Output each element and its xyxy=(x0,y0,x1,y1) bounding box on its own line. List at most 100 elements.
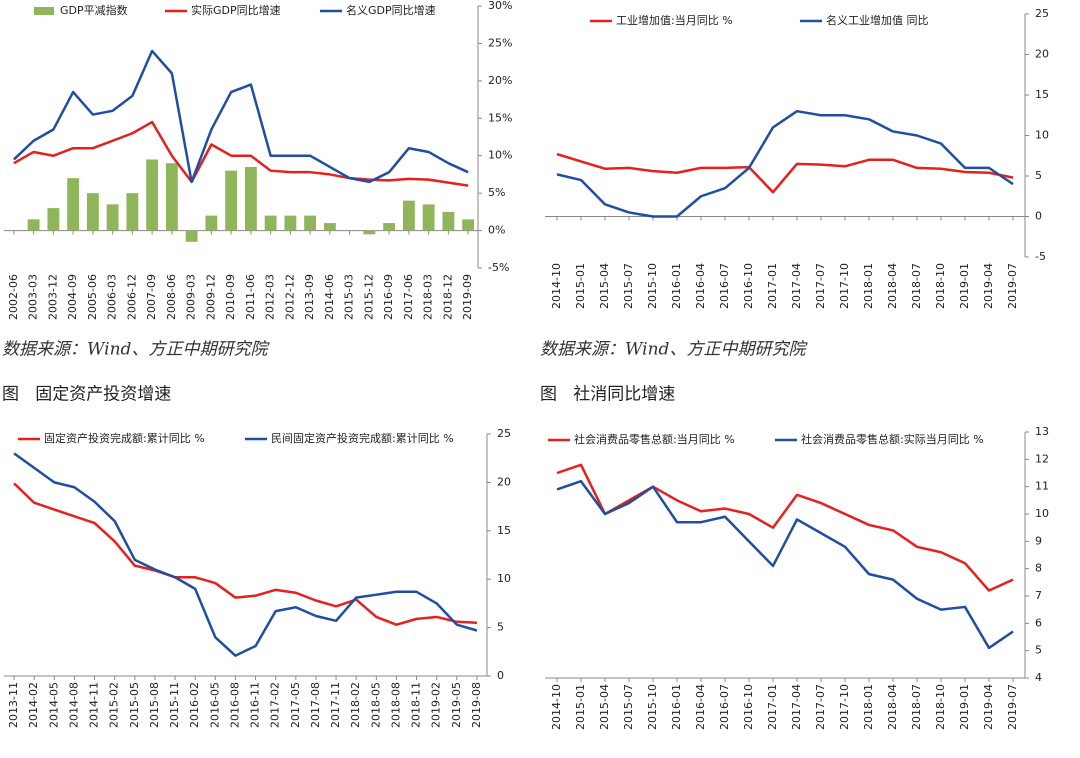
x-tick-label: 2013-11 xyxy=(7,682,20,728)
bar xyxy=(47,208,60,231)
y-tick-label: 8 xyxy=(1035,562,1042,575)
x-tick-label: 2014-08 xyxy=(67,682,80,728)
x-tick-label: 2012-12 xyxy=(283,274,296,320)
y-tick-label: 15% xyxy=(488,111,512,124)
x-tick-label: 2015-04 xyxy=(598,263,611,309)
line-series xyxy=(13,120,469,187)
bar xyxy=(244,166,257,231)
legend-label: 民间固定资产投资完成额:累计同比 % xyxy=(271,431,454,445)
x-tick-label: 2017-04 xyxy=(790,263,803,309)
bar xyxy=(185,230,198,242)
y-tick-label: 5 xyxy=(497,621,504,634)
bar xyxy=(383,223,396,231)
bar xyxy=(146,159,159,231)
x-tick-label: 2016-10 xyxy=(742,263,755,309)
line-series xyxy=(556,152,1014,194)
x-tick-label: 2016-09 xyxy=(382,274,395,320)
x-tick-label: 2003-12 xyxy=(46,274,59,320)
x-tick-label: 2017-05 xyxy=(289,682,302,728)
y-tick-label: 6 xyxy=(1035,616,1042,629)
x-tick-label: 2014-11 xyxy=(88,682,101,728)
figure-caption: 图 固定资产投资增速 xyxy=(2,385,171,405)
x-tick-label: 2006-03 xyxy=(106,274,119,320)
x-tick-label: 2016-04 xyxy=(694,263,707,309)
x-tick-label: 2014-05 xyxy=(47,682,60,728)
x-tick-label: 2017-04 xyxy=(790,684,803,730)
y-tick-label: 4 xyxy=(1035,671,1042,684)
x-tick-label: 2017-10 xyxy=(838,263,851,309)
x-tick-label: 2019-04 xyxy=(982,684,995,730)
y-tick-label: 10 xyxy=(497,572,511,585)
bar xyxy=(86,193,99,231)
x-tick-label: 2018-07 xyxy=(910,263,923,309)
x-tick-label: 2018-03 xyxy=(422,274,435,320)
y-tick-label: 7 xyxy=(1035,589,1042,602)
line-series xyxy=(13,49,469,184)
x-tick-label: 2017-07 xyxy=(814,263,827,309)
x-tick-label: 2008-06 xyxy=(165,274,178,320)
x-tick-label: 2017-06 xyxy=(402,274,415,320)
x-tick-label: 2005-06 xyxy=(86,274,99,320)
bar xyxy=(225,170,238,231)
x-tick-label: 2016-04 xyxy=(694,684,707,730)
x-tick-label: 2015-12 xyxy=(362,274,375,320)
bar xyxy=(284,215,297,231)
bar xyxy=(402,200,415,231)
bar xyxy=(67,178,80,231)
x-tick-label: 2018-05 xyxy=(369,682,382,728)
x-tick-label: 2016-07 xyxy=(718,263,731,309)
y-tick-label: 30% xyxy=(488,0,512,12)
x-tick-label: 2018-01 xyxy=(862,684,875,730)
x-tick-label: 2014-06 xyxy=(323,274,336,320)
x-tick-label: 2009-03 xyxy=(185,274,198,320)
x-tick-label: 2017-01 xyxy=(766,263,779,309)
x-tick-label: 2016-10 xyxy=(742,684,755,730)
x-tick-label: 2017-07 xyxy=(814,684,827,730)
figure-caption: 图 社消同比增速 xyxy=(540,385,675,405)
bar xyxy=(165,163,178,231)
x-tick-label: 2018-10 xyxy=(934,263,947,309)
legend-label: 社会消费品零售总额:当月同比 % xyxy=(574,432,735,446)
x-tick-label: 2015-10 xyxy=(646,263,659,309)
x-tick-label: 2019-08 xyxy=(470,682,483,728)
x-tick-label: 2015-04 xyxy=(598,684,611,730)
bar xyxy=(422,204,435,231)
y-tick-label: 0% xyxy=(488,224,505,237)
x-tick-label: 2007-09 xyxy=(145,274,158,320)
x-tick-label: 2017-11 xyxy=(329,682,342,728)
y-tick-label: 15 xyxy=(497,524,511,537)
x-tick-label: 2013-09 xyxy=(303,274,316,320)
y-tick-label: -5 xyxy=(1035,250,1046,263)
x-tick-label: 2011-06 xyxy=(244,274,257,320)
x-tick-label: 2016-08 xyxy=(228,682,241,728)
x-tick-label: 2019-01 xyxy=(958,684,971,730)
y-tick-label: 10% xyxy=(488,149,512,162)
y-tick-label: 20 xyxy=(1035,48,1049,61)
x-tick-label: 2018-07 xyxy=(910,684,923,730)
x-tick-label: 2017-02 xyxy=(269,682,282,728)
x-tick-label: 2002-06 xyxy=(7,274,20,320)
x-tick-label: 2015-01 xyxy=(574,684,587,730)
x-tick-label: 2018-11 xyxy=(410,682,423,728)
x-tick-label: 2016-01 xyxy=(670,684,683,730)
legend-label: 社会消费品零售总额:实际当月同比 % xyxy=(801,432,984,446)
x-tick-label: 2016-05 xyxy=(208,682,221,728)
y-tick-label: 0 xyxy=(1035,210,1042,223)
x-tick-label: 2014-10 xyxy=(550,684,563,730)
y-tick-label: 15 xyxy=(1035,88,1049,101)
y-tick-label: -5% xyxy=(488,261,509,274)
x-tick-label: 2019-07 xyxy=(1006,263,1019,309)
x-tick-label: 2016-01 xyxy=(670,263,683,309)
x-tick-label: 2015-10 xyxy=(646,684,659,730)
x-tick-label: 2018-04 xyxy=(886,684,899,730)
x-tick-label: 2015-11 xyxy=(168,682,181,728)
x-tick-label: 2014-10 xyxy=(550,263,563,309)
bar xyxy=(264,215,277,231)
legend-label: 名义GDP同比增速 xyxy=(346,3,436,17)
x-tick-label: 2019-01 xyxy=(958,263,971,309)
bar xyxy=(442,211,455,231)
y-tick-label: 0 xyxy=(497,669,504,682)
legend-label: 实际GDP同比增速 xyxy=(191,3,281,17)
x-tick-label: 2019-07 xyxy=(1006,684,1019,730)
